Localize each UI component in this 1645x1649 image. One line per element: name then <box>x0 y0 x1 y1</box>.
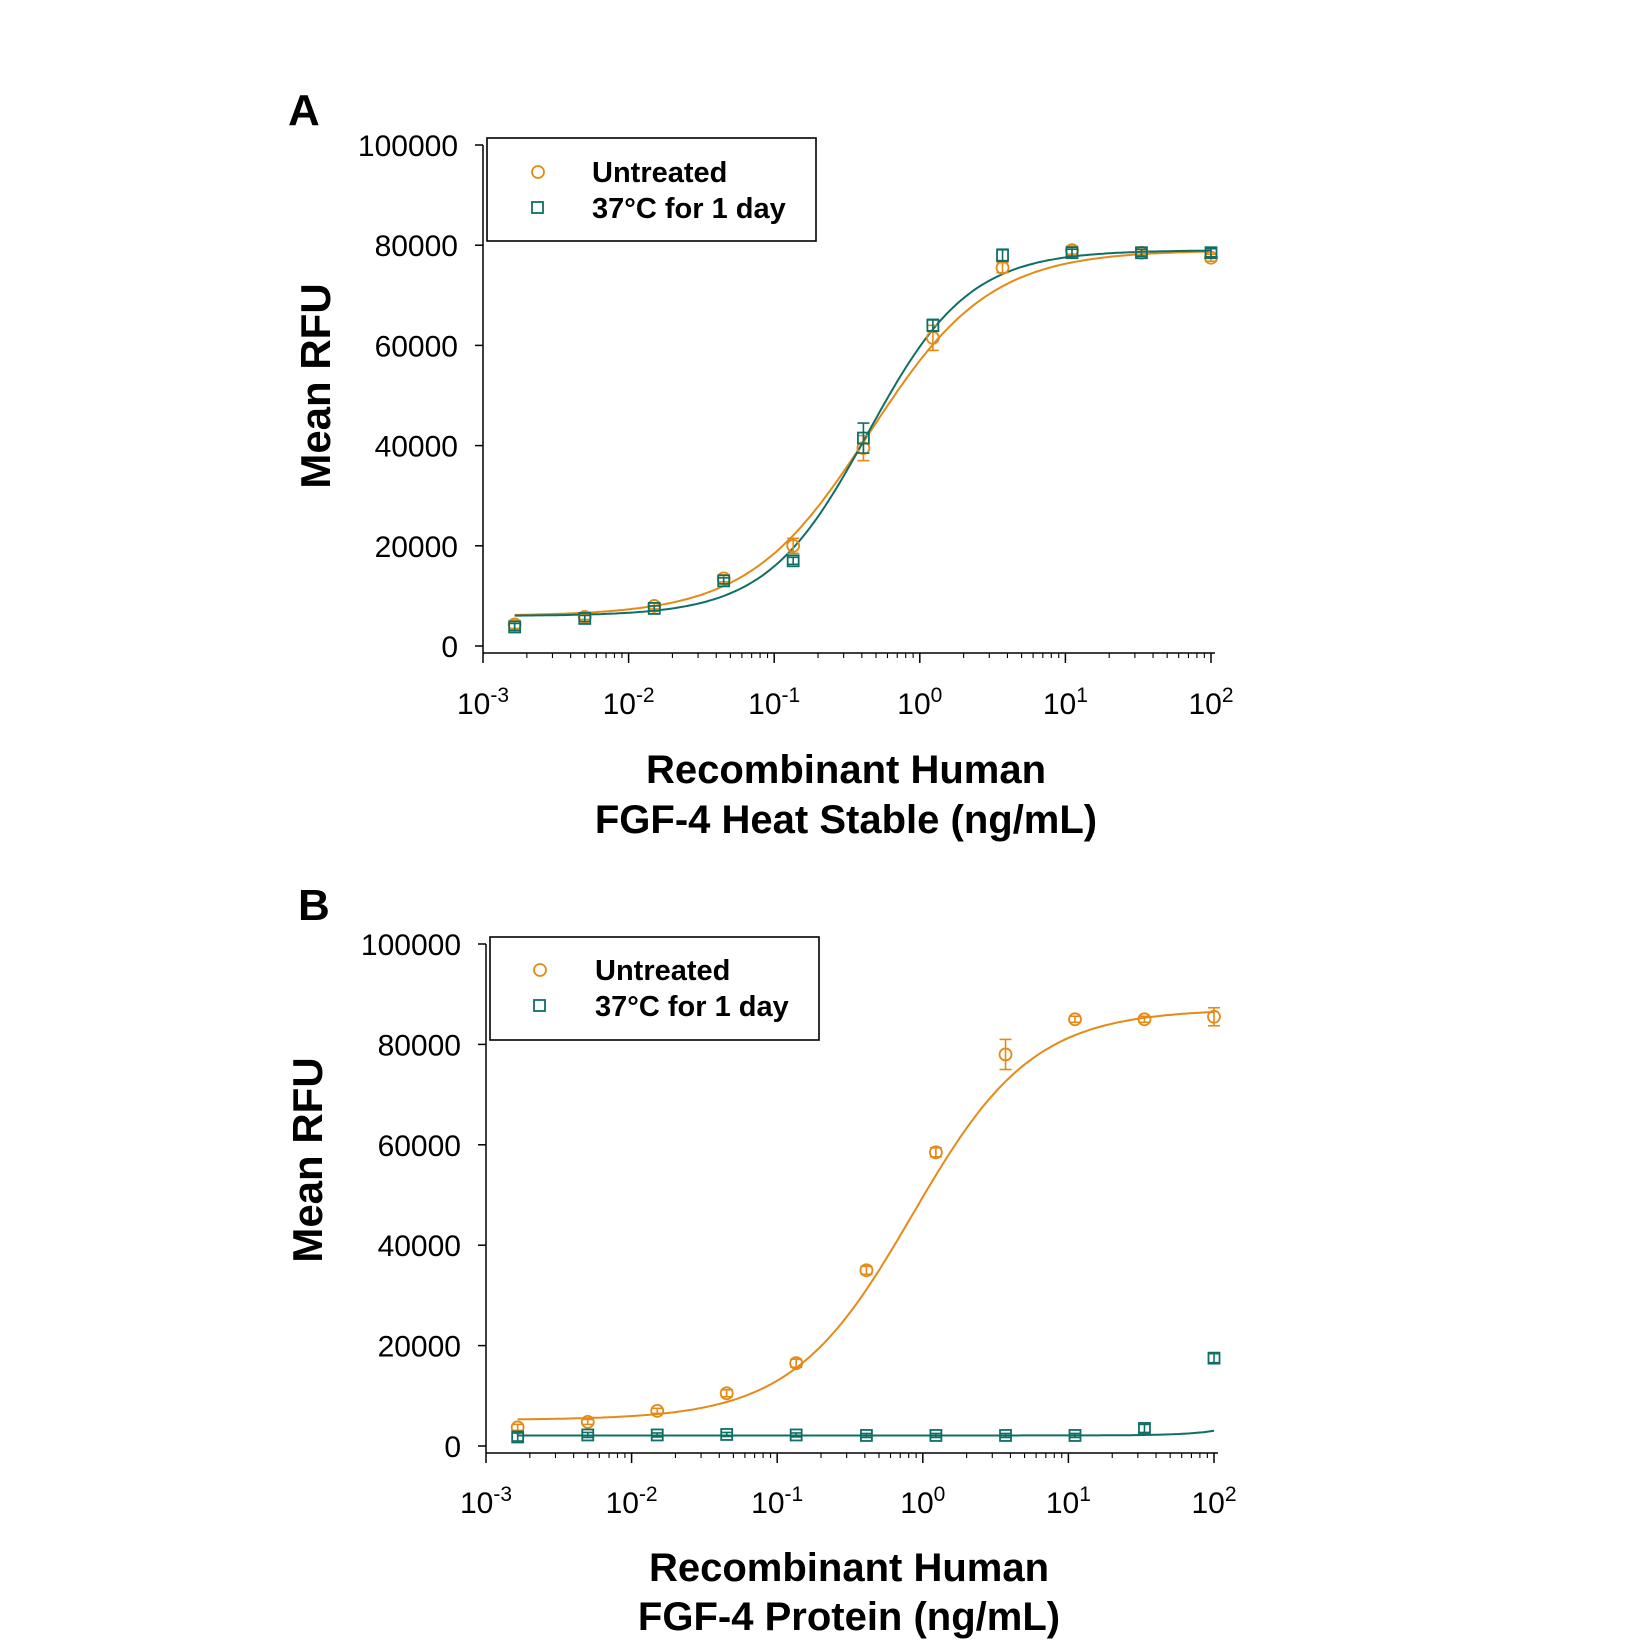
panel-a-point-treated <box>1204 246 1218 260</box>
panel-b-point-treated <box>789 1428 803 1442</box>
panel-a-x-axis-label-line-2: FGF-4 Heat Stable (ng/mL) <box>595 798 1097 842</box>
panel-b-point-treated <box>581 1428 595 1442</box>
panel-b-point-untreated <box>650 1403 665 1418</box>
panel-b-x-tick-labels: 10-3 10-2 10-1 100 101 102 <box>460 1483 1237 1520</box>
panel-b-x-tick-label: 10-1 <box>751 1483 803 1520</box>
chart-panel-a: A Mean RFU 0 20000 40000 60000 80000 100000 1… <box>288 86 1234 842</box>
panel-b-axes <box>478 943 1218 1463</box>
panel-b-point-untreated <box>928 1145 943 1160</box>
panel-b-data-points <box>510 1006 1221 1444</box>
panel-a-x-tick-label: 10-3 <box>457 684 509 721</box>
panel-b-letter: B <box>298 881 330 930</box>
panel-a-x-tick-label: 101 <box>1043 684 1088 721</box>
panel-b-point-treated <box>999 1429 1012 1442</box>
panel-a-point-treated <box>717 574 731 588</box>
panel-a-point-treated <box>857 431 870 445</box>
panel-a-letter: A <box>288 86 320 135</box>
panel-a-legend-circle-marker <box>531 165 545 179</box>
panel-a-point-treated <box>786 554 800 568</box>
panel-a-x-tick-labels: 10-3 10-2 10-1 100 101 102 <box>457 684 1234 721</box>
panel-b-y-tick-label: 0 <box>444 1431 461 1464</box>
panel-b-y-tick-labels: 0 20000 40000 60000 80000 100000 <box>361 929 461 1464</box>
panel-a-x-tick-label: 10-2 <box>603 684 655 721</box>
panel-a-y-axis-label: Mean RFU <box>292 283 339 488</box>
panel-a-point-untreated <box>786 538 801 553</box>
panel-a-point-treated <box>1065 246 1079 260</box>
panel-b-x-tick-label: 101 <box>1046 1483 1091 1520</box>
panel-a-data-points <box>507 243 1218 634</box>
panel-b-point-untreated <box>1137 1012 1152 1027</box>
panel-a-y-tick-label: 100000 <box>358 130 458 163</box>
panel-b-legend-square-marker <box>533 999 546 1012</box>
panel-b-point-treated <box>1138 1422 1151 1435</box>
chart-panel-b: B Mean RFU 0 20000 40000 60000 80000 100000 1… <box>284 881 1237 1639</box>
panel-b-x-axis-label-line-2: FGF-4 Protein (ng/mL) <box>638 1595 1060 1639</box>
panel-a-point-treated <box>996 248 1009 262</box>
panel-b-point-untreated <box>1207 1009 1221 1024</box>
panel-a-legend-label-untreated: Untreated <box>592 157 727 189</box>
panel-b-legend-label-treated: 37°C for 1 day <box>595 991 789 1023</box>
panel-b-point-untreated <box>719 1386 734 1401</box>
panel-b-x-tick-label: 10-3 <box>460 1483 512 1520</box>
panel-b-point-treated <box>860 1429 873 1442</box>
panel-a-x-tick-label: 10-1 <box>748 684 800 721</box>
panel-b-legend-circle-marker <box>533 963 547 977</box>
panel-b-x-axis-label-line-1: Recombinant Human <box>649 1546 1049 1590</box>
panel-b-y-tick-label: 80000 <box>378 1029 461 1062</box>
panel-b-point-treated <box>720 1428 734 1441</box>
panel-a-legend-box <box>486 137 817 242</box>
panel-b-y-tick-label: 60000 <box>378 1130 461 1163</box>
panel-a-x-axis-label-line-1: Recombinant Human <box>646 748 1046 792</box>
panel-b-y-tick-label: 100000 <box>361 929 461 962</box>
panel-b-point-treated <box>929 1429 943 1442</box>
panel-a-x-tick-label: 100 <box>897 684 942 721</box>
panel-b-x-tick-label: 102 <box>1191 1483 1236 1520</box>
panel-b-y-tick-label: 40000 <box>378 1230 461 1263</box>
panel-a-point-treated <box>926 318 940 332</box>
panel-b-legend-box <box>489 936 820 1041</box>
panel-b-y-tick-label: 20000 <box>378 1331 461 1364</box>
panel-a-x-tick-label: 102 <box>1188 684 1233 721</box>
panel-a-axes <box>475 144 1215 663</box>
panel-b-x-tick-label: 10-2 <box>606 1483 658 1520</box>
panel-a-point-treated <box>647 602 661 615</box>
panel-b-fit-curve-untreated <box>517 1011 1215 1421</box>
panel-a-y-tick-label: 80000 <box>375 230 458 263</box>
panel-b-point-untreated <box>1068 1012 1082 1027</box>
panel-b-y-axis-label: Mean RFU <box>284 1057 331 1262</box>
panel-b-legend: Untreated 37°C for 1 day <box>489 936 820 1041</box>
panel-a-legend-square-marker <box>531 201 544 214</box>
panel-a-y-tick-label: 60000 <box>375 330 458 363</box>
panel-a-point-treated <box>1135 246 1148 260</box>
panel-a-y-tick-label: 20000 <box>375 531 458 564</box>
panel-b-point-treated <box>650 1428 664 1442</box>
panel-b-fit-curves <box>517 1011 1215 1437</box>
panel-a-point-treated <box>578 612 592 625</box>
panel-b-x-tick-label: 100 <box>900 1483 945 1520</box>
panel-a-y-tick-label: 40000 <box>375 431 458 464</box>
panel-b-point-untreated <box>580 1415 595 1429</box>
panel-a-y-tick-labels: 0 20000 40000 60000 80000 100000 <box>358 130 458 664</box>
panel-a-point-treated <box>508 620 522 634</box>
panel-b-point-untreated <box>859 1263 874 1278</box>
panel-a-legend: Untreated 37°C for 1 day <box>486 137 817 242</box>
panel-b-point-untreated <box>998 1047 1013 1062</box>
panel-b-point-treated <box>511 1430 525 1444</box>
panel-a-y-tick-label: 0 <box>441 631 458 664</box>
panel-b-legend-label-untreated: Untreated <box>595 955 730 987</box>
panel-b-point-treated <box>1207 1351 1221 1365</box>
panel-a-legend-label-treated: 37°C for 1 day <box>592 193 786 225</box>
panel-b-point-treated <box>1068 1429 1082 1442</box>
panel-b-point-untreated <box>789 1356 804 1371</box>
